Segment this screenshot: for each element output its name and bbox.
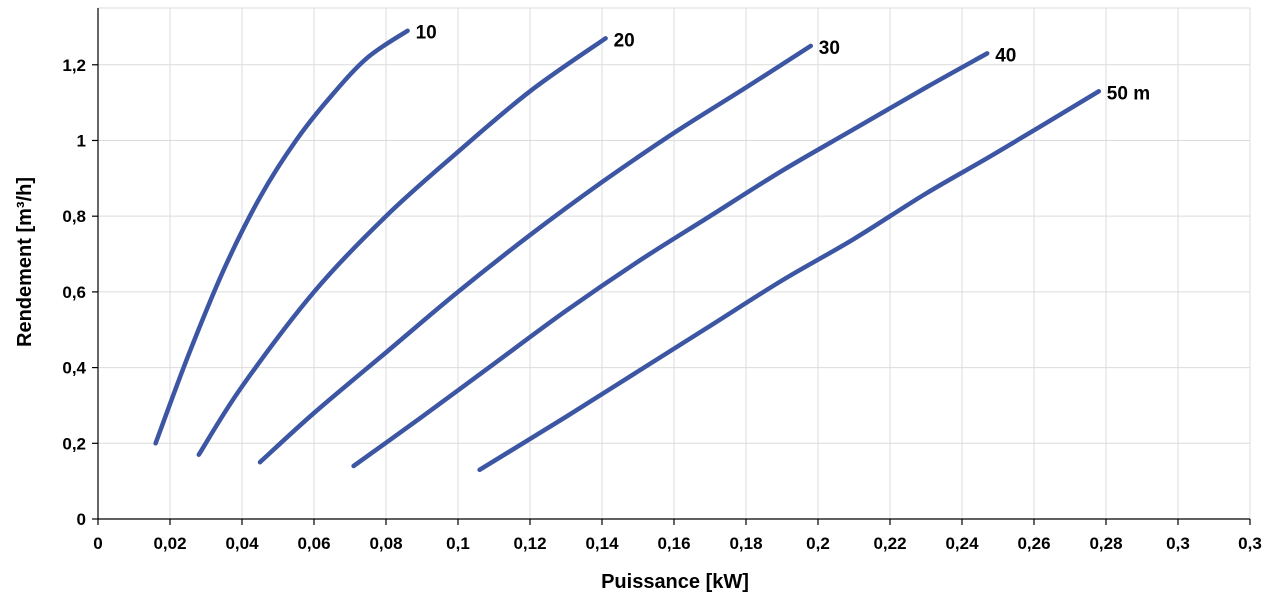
x-tick-label: 0,28 [1089, 534, 1122, 553]
x-tick-label: 0,14 [585, 534, 619, 553]
y-axis-title: Rendement [m³/h] [14, 177, 36, 347]
x-tick-label: 0,3 [1238, 534, 1262, 553]
x-tick-label: 0,1 [446, 534, 470, 553]
x-tick-label: 0,26 [1017, 534, 1050, 553]
series-label: 30 [819, 38, 840, 59]
y-tick-label: 0,2 [62, 434, 86, 453]
grid [98, 7, 1251, 519]
series-label: 10 [416, 23, 437, 44]
series-label: 20 [614, 30, 635, 51]
series-line-10 [153, 28, 410, 446]
series-group: 10 20 30 40 50 m [153, 23, 1150, 473]
y-axis-ticks: 0 0,2 0,4 0,6 0,8 1 1,2 [62, 56, 98, 529]
x-tick-label: 0 [93, 534, 102, 553]
x-tick-label: 0,24 [945, 534, 979, 553]
x-tick-label: 0,02 [153, 534, 186, 553]
x-tick-label: 0,22 [873, 534, 906, 553]
x-tick-label: 0,18 [729, 534, 762, 553]
x-tick-label: 0,06 [297, 534, 330, 553]
series-label: 50 m [1107, 83, 1150, 104]
x-axis-title: Puissance [kW] [601, 571, 749, 593]
x-tick-label: 0,3 [1166, 534, 1190, 553]
y-tick-label: 0,4 [62, 359, 86, 378]
y-tick-label: 0,8 [62, 207, 86, 226]
x-tick-label: 0,04 [225, 534, 259, 553]
x-tick-label: 0,12 [513, 534, 546, 553]
y-tick-label: 1 [77, 131, 86, 150]
y-tick-label: 1,2 [62, 56, 86, 75]
series-line-50-m [477, 89, 1102, 473]
series-line-30 [257, 43, 814, 465]
y-tick-label: 0,6 [62, 283, 86, 302]
series-line-40 [351, 51, 990, 469]
x-tick-label: 0,08 [369, 534, 402, 553]
series-line-20 [196, 36, 608, 457]
x-tick-label: 0,2 [806, 534, 830, 553]
x-axis-ticks: 0 0,02 0,04 0,06 0,08 0,1 0,12 0,14 0,16 0,18 0,2 0… [93, 519, 1262, 553]
y-tick-label: 0 [77, 510, 86, 529]
x-tick-label: 0,16 [657, 534, 690, 553]
series-label: 40 [995, 45, 1016, 66]
